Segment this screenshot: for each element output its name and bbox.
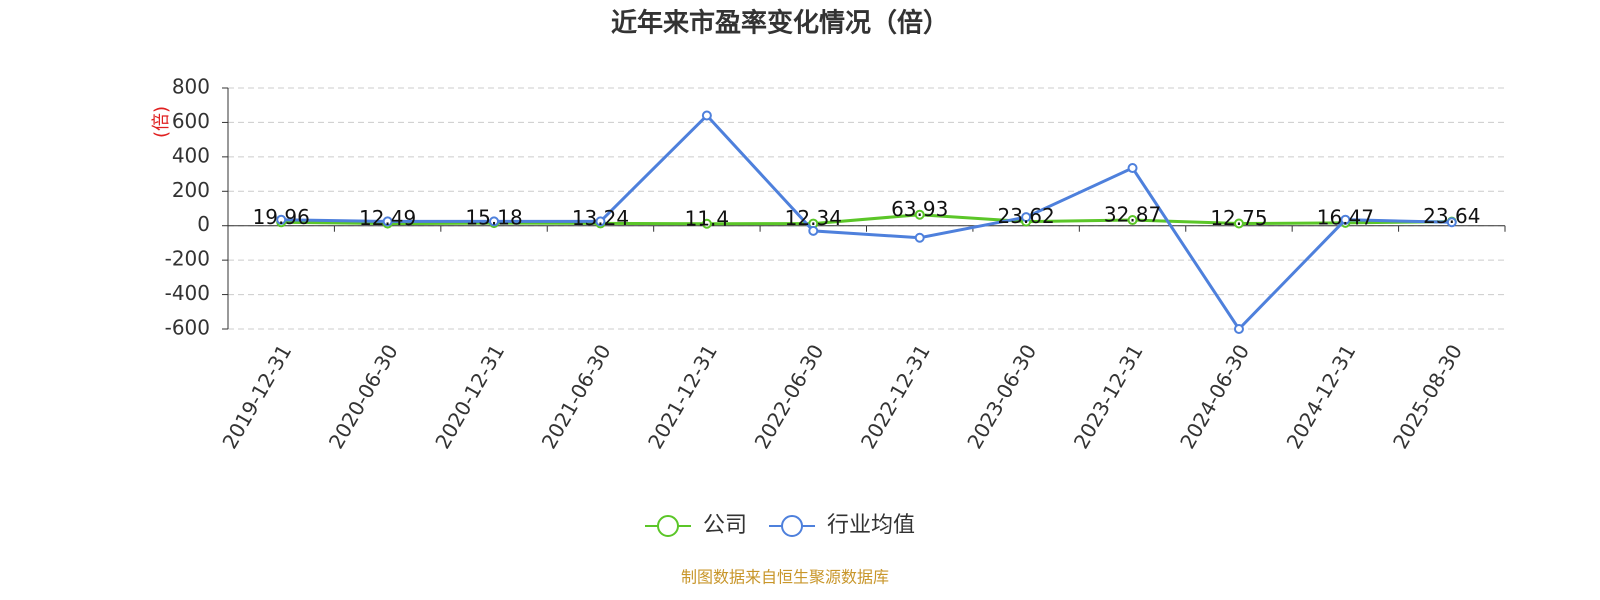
legend-item: 公司 bbox=[645, 513, 747, 538]
legend-label: 公司 bbox=[703, 513, 747, 538]
data-point bbox=[701, 110, 712, 121]
data-point bbox=[1340, 214, 1351, 225]
data-label: 13.24 bbox=[572, 206, 629, 230]
x-tick-label: 2022-12-31 bbox=[856, 340, 935, 453]
x-tick-label: 2019-12-31 bbox=[217, 340, 296, 453]
data-point bbox=[1233, 324, 1244, 334]
data-point bbox=[808, 225, 819, 236]
data-label: 15.18 bbox=[465, 206, 522, 230]
y-tick-label: -400 bbox=[165, 281, 210, 305]
x-tick-label: 2024-12-31 bbox=[1282, 340, 1361, 453]
data-point bbox=[1127, 163, 1138, 174]
data-label: 32.87 bbox=[1104, 203, 1161, 227]
y-axis-label: (倍) bbox=[151, 106, 172, 138]
data-label: 63.93 bbox=[891, 197, 948, 221]
x-tick-label: 2024-06-30 bbox=[1175, 340, 1254, 453]
data-label: 23.64 bbox=[1423, 204, 1480, 228]
y-tick-label: 800 bbox=[172, 75, 210, 99]
data-point bbox=[914, 232, 925, 243]
x-tick-label: 2020-12-31 bbox=[430, 340, 509, 453]
data-label: 12.34 bbox=[785, 206, 842, 230]
data-point bbox=[1446, 217, 1457, 228]
y-tick-label: 400 bbox=[172, 143, 210, 167]
series-line bbox=[281, 213, 1452, 226]
y-tick-label: -200 bbox=[165, 247, 210, 271]
data-point bbox=[914, 209, 925, 220]
data-point bbox=[1233, 218, 1244, 229]
legend-marker bbox=[781, 515, 804, 537]
y-tick-label: 0 bbox=[197, 212, 210, 236]
data-point bbox=[595, 216, 606, 227]
y-tick-label: 200 bbox=[172, 178, 210, 202]
x-tick-label: 2023-06-30 bbox=[962, 340, 1041, 453]
data-point bbox=[1127, 215, 1138, 226]
legend-marker bbox=[657, 515, 679, 537]
legend-label: 行业均值 bbox=[827, 513, 915, 538]
data-point bbox=[701, 218, 712, 229]
x-tick-label: 2022-06-30 bbox=[749, 340, 828, 453]
x-tick-label: 2023-12-31 bbox=[1069, 340, 1148, 453]
data-point bbox=[489, 216, 500, 227]
data-point bbox=[276, 214, 287, 225]
data-label: 16.47 bbox=[1317, 205, 1374, 229]
series-line bbox=[281, 113, 1452, 332]
y-tick-label: 600 bbox=[172, 109, 210, 133]
data-label: 11.4 bbox=[685, 206, 730, 230]
data-label: 23.62 bbox=[997, 204, 1054, 228]
x-tick-label: 2021-12-31 bbox=[643, 340, 722, 453]
data-point bbox=[1021, 212, 1032, 223]
data-point bbox=[382, 216, 393, 227]
x-tick-label: 2025-08-30 bbox=[1388, 340, 1467, 453]
data-label: 12.49 bbox=[359, 206, 416, 230]
x-tick-label: 2021-06-30 bbox=[537, 340, 616, 453]
y-tick-label: -600 bbox=[165, 316, 210, 340]
legend-item: 行业均值 bbox=[769, 513, 915, 538]
data-label: 19.96 bbox=[253, 205, 310, 229]
x-tick-label: 2020-06-30 bbox=[324, 340, 403, 453]
source-note: 制图数据来自恒生聚源数据库 bbox=[681, 568, 889, 587]
data-label: 12.75 bbox=[1210, 206, 1267, 230]
chart-title: 近年来市盈率变化情况（倍） bbox=[611, 8, 949, 39]
